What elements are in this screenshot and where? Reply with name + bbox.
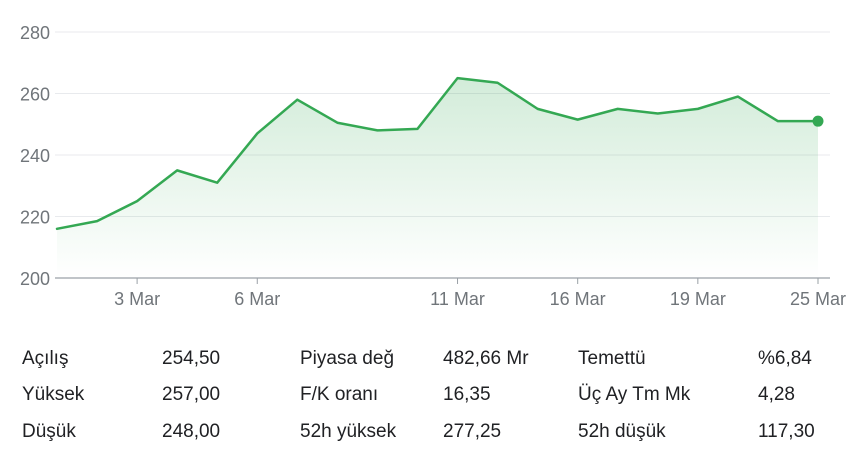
x-tick-label: 19 Mar	[670, 289, 726, 309]
stat-value-high: 257,00	[162, 384, 221, 405]
stat-label-52w-high: 52h yüksek	[300, 421, 397, 442]
stat-value-dividend: %6,84	[758, 348, 812, 369]
price-line	[55, 76, 820, 231]
x-tick-label: 25 Mar	[790, 289, 846, 309]
y-tick-label: 280	[20, 23, 50, 43]
y-tick-label: 200	[20, 269, 50, 289]
y-tick-label: 260	[20, 85, 50, 105]
stat-value-pe-ratio: 16,35	[443, 384, 491, 405]
stat-label-quarterly: Üç Ay Tm Mk	[578, 384, 691, 405]
y-tick-label: 240	[20, 146, 50, 166]
x-tick-label: 6 Mar	[234, 289, 280, 309]
stat-label-low: Düşük	[22, 421, 76, 442]
x-tick-label: 3 Mar	[114, 289, 160, 309]
stat-value-market-cap: 482,66 Mr	[443, 348, 529, 369]
stat-label-dividend: Temettü	[578, 348, 646, 369]
stat-label-market-cap: Piyasa değ	[300, 348, 395, 369]
stat-value-low: 248,00	[162, 421, 221, 442]
stat-label-open: Açılış	[22, 348, 69, 369]
x-tick-label: 16 Mar	[550, 289, 606, 309]
price-chart: 200 220 240 260 280 3 Mar 6 Mar 11 Mar 16 Mar 19 …	[20, 23, 846, 309]
stat-value-quarterly: 4,28	[758, 384, 795, 405]
stat-value-52w-low: 117,30	[758, 421, 815, 442]
last-price-point	[812, 115, 824, 127]
y-tick-label: 220	[20, 208, 50, 228]
stat-value-52w-high: 277,25	[443, 421, 502, 442]
stats-table: Açılış 254,50 Yüksek 257,00 Düşük 248,00…	[0, 340, 850, 451]
stat-label-52w-low: 52h düşük	[578, 421, 666, 442]
price-area-fill	[57, 78, 818, 278]
stat-value-open: 254,50	[162, 348, 221, 369]
stat-label-high: Yüksek	[22, 384, 85, 405]
price-chart-svg: 200 220 240 260 280 3 Mar 6 Mar 11 Mar 16 Mar 19 …	[20, 23, 846, 309]
stat-label-pe-ratio: F/K oranı	[300, 384, 379, 405]
x-tick-label: 11 Mar	[430, 289, 485, 309]
